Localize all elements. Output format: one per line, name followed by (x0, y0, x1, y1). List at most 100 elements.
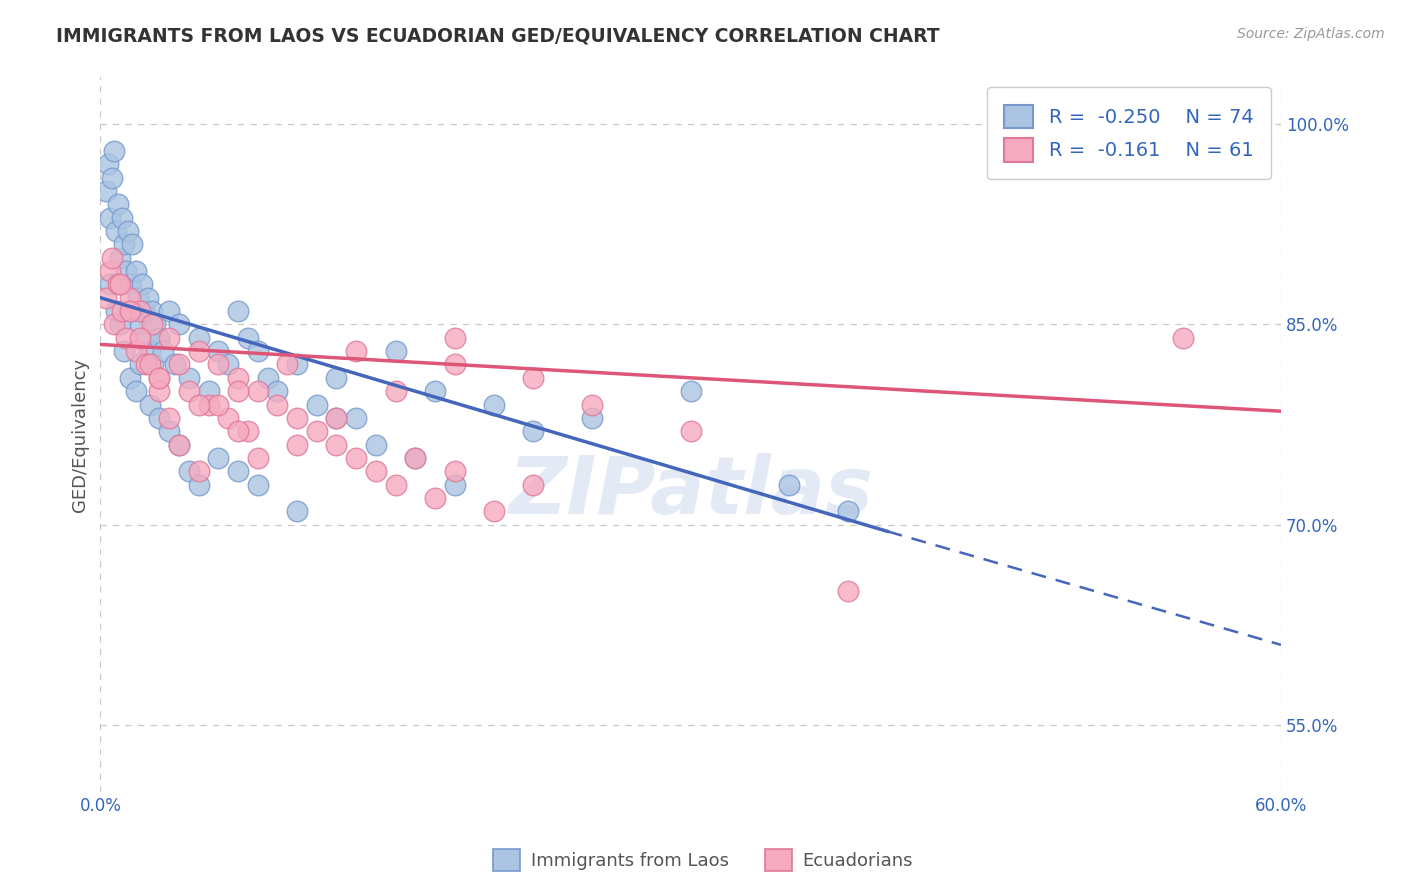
Point (117, 224, 139, 238)
Point (207, 398, 229, 412)
Point (128, 331, 150, 345)
Point (98, 211, 121, 225)
Point (167, 358, 190, 372)
Point (111, 304, 134, 318)
Point (115, 264, 138, 278)
Point (103, 318, 125, 332)
Point (148, 371, 170, 385)
Text: IMMIGRANTS FROM LAOS VS ECUADORIAN GED/EQUIVALENCY CORRELATION CHART: IMMIGRANTS FROM LAOS VS ECUADORIAN GED/E… (56, 27, 939, 45)
Point (101, 170, 124, 185)
Point (121, 237, 143, 252)
Point (96, 291, 118, 305)
Point (101, 251, 124, 265)
Point (679, 384, 702, 399)
Point (157, 410, 180, 425)
Point (197, 384, 219, 399)
Point (325, 410, 347, 425)
Point (118, 277, 141, 292)
Point (482, 398, 505, 412)
Point (217, 358, 239, 372)
Point (142, 358, 165, 372)
Point (837, 584, 859, 599)
Point (404, 450, 426, 465)
Point (118, 304, 141, 318)
Point (105, 224, 128, 238)
Point (581, 410, 603, 425)
Point (132, 304, 155, 318)
Point (246, 450, 269, 465)
Point (111, 211, 134, 225)
Point (226, 384, 249, 399)
Point (285, 358, 308, 372)
Point (236, 331, 259, 345)
Point (325, 410, 347, 425)
Point (305, 424, 328, 438)
Y-axis label: GED/Equivalency: GED/Equivalency (72, 358, 89, 512)
Point (207, 344, 229, 359)
Point (125, 264, 148, 278)
Point (152, 344, 174, 359)
Point (778, 477, 800, 491)
Text: Source: ZipAtlas.com: Source: ZipAtlas.com (1237, 27, 1385, 41)
Point (236, 424, 259, 438)
Point (256, 371, 278, 385)
Point (226, 424, 249, 438)
Point (443, 464, 465, 478)
Point (226, 304, 249, 318)
Point (138, 398, 160, 412)
Point (581, 398, 603, 412)
Point (107, 197, 129, 211)
Point (167, 318, 190, 332)
Point (165, 358, 187, 372)
Point (98, 277, 121, 292)
Point (148, 331, 170, 345)
Point (135, 331, 157, 345)
Point (145, 318, 167, 332)
Point (197, 398, 219, 412)
Point (177, 384, 200, 399)
Point (122, 304, 145, 318)
Point (423, 491, 446, 505)
Point (246, 344, 269, 359)
Point (226, 464, 249, 478)
Point (522, 371, 544, 385)
Point (285, 504, 308, 518)
Point (423, 384, 446, 399)
Point (325, 437, 347, 451)
Point (107, 277, 129, 292)
Point (138, 358, 160, 372)
Point (246, 477, 269, 491)
Point (108, 277, 131, 292)
Point (128, 318, 150, 332)
Point (404, 450, 426, 465)
Point (128, 358, 150, 372)
Point (112, 237, 135, 252)
Point (522, 477, 544, 491)
Point (96, 184, 118, 198)
Point (148, 410, 170, 425)
Point (384, 344, 406, 359)
Legend: Immigrants from Laos, Ecuadorians: Immigrants from Laos, Ecuadorians (485, 842, 921, 879)
Point (108, 318, 131, 332)
Point (266, 384, 288, 399)
Point (1171, 331, 1194, 345)
Point (103, 144, 125, 158)
Point (125, 384, 148, 399)
Point (207, 450, 229, 465)
Point (443, 477, 465, 491)
Text: ZIPatlas: ZIPatlas (508, 453, 873, 531)
Point (443, 358, 465, 372)
Point (167, 437, 190, 451)
Point (364, 464, 387, 478)
Point (148, 384, 170, 399)
Point (522, 424, 544, 438)
Point (177, 371, 200, 385)
Point (276, 358, 298, 372)
Point (482, 504, 505, 518)
Point (157, 331, 180, 345)
Point (128, 304, 150, 318)
Point (364, 437, 387, 451)
Point (138, 344, 160, 359)
Point (187, 331, 209, 345)
Point (118, 371, 141, 385)
